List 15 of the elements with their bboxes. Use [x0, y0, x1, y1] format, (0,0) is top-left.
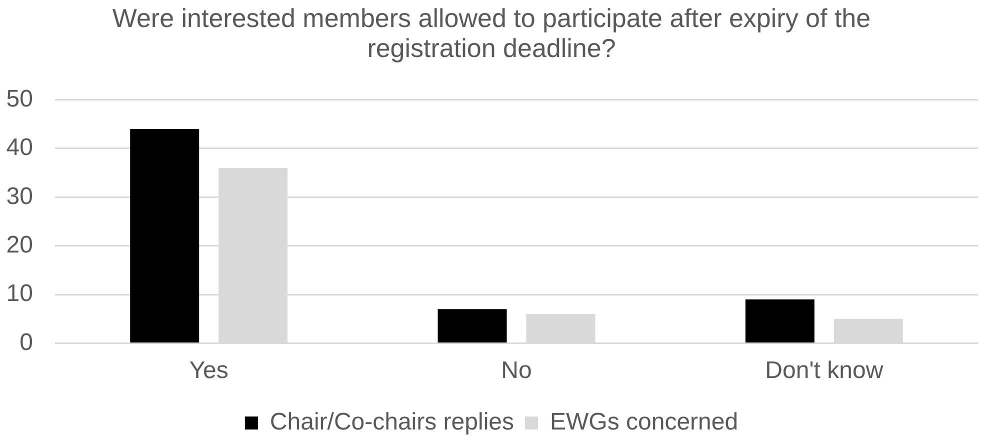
y-tick-label: 30: [6, 182, 33, 210]
bar: [745, 299, 814, 342]
y-tick-label: 40: [6, 134, 33, 162]
y-tick-label: 20: [6, 231, 33, 258]
x-tick-label: Yes: [189, 357, 228, 384]
bar: [130, 129, 200, 342]
bar: [438, 309, 507, 342]
legend-label: EWGs concerned: [550, 408, 738, 436]
y-tick-label: 10: [6, 280, 33, 308]
x-tick-label: No: [501, 357, 532, 384]
y-tick-label: 50: [6, 85, 33, 112]
x-tick-label: Don't know: [765, 357, 884, 384]
legend-label: Chair/Co-chairs replies: [270, 408, 514, 436]
y-tick-label: 0: [20, 328, 33, 356]
chart-title: Were interested members allowed to participate after expiry of the registration deadline?: [112, 3, 871, 64]
